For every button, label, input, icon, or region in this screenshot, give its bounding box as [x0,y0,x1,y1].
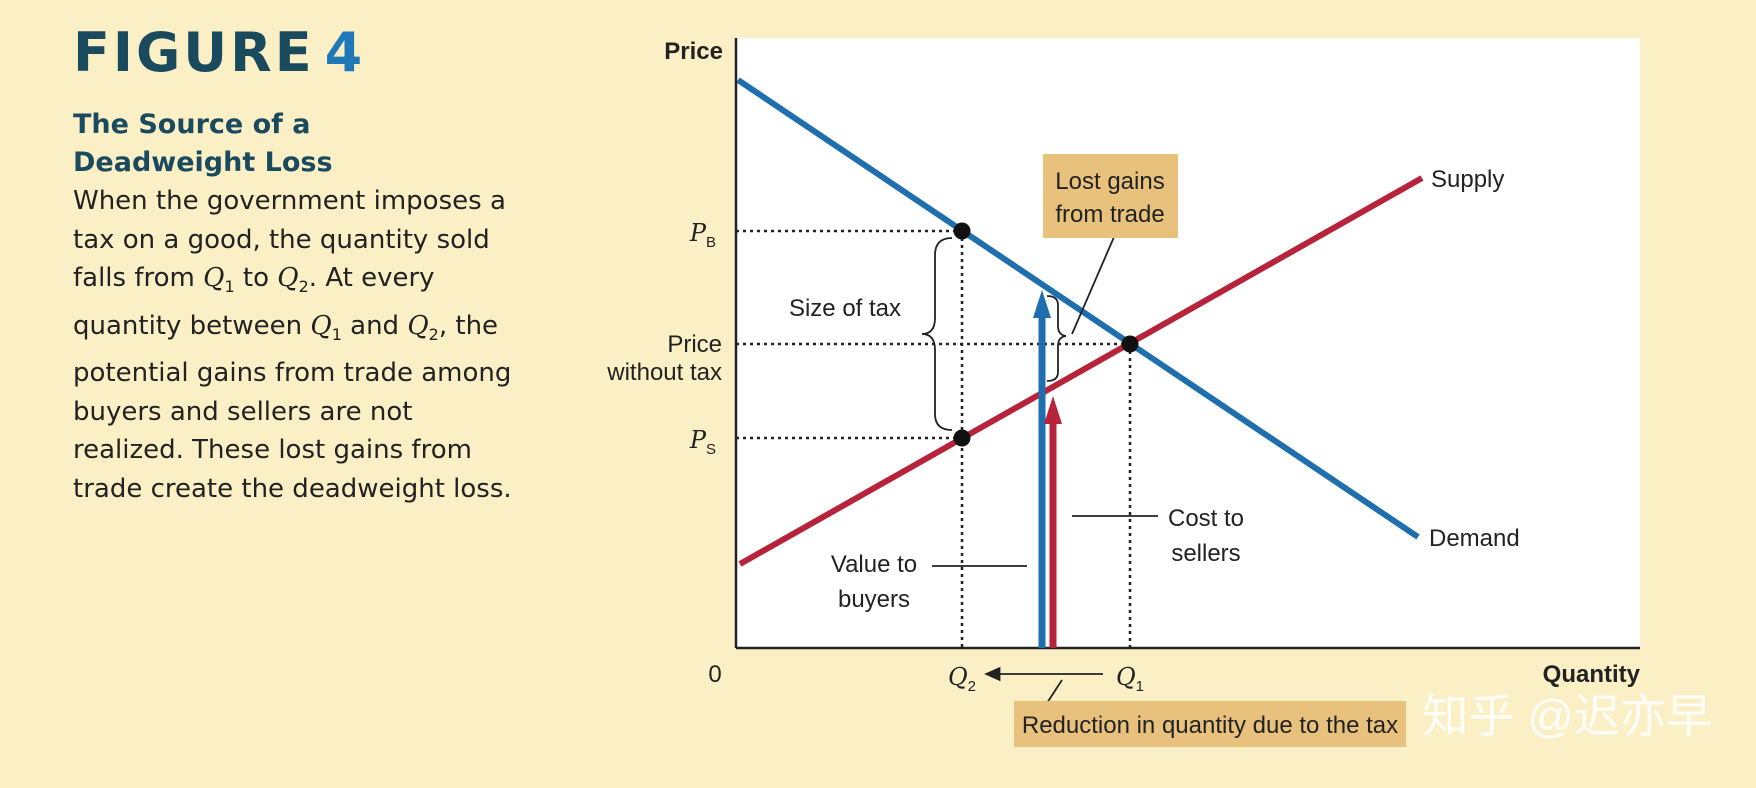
pb-label-sub: B [706,234,716,251]
watermark: 知乎 @迟亦早 [1423,690,1712,742]
x-axis-title: Quantity [1543,661,1641,688]
figure-number: 4 [324,21,366,84]
value-to-buyers-line1: Value to [831,551,917,578]
caption-subscript-run: 2 [298,277,309,297]
cost-to-sellers-arrowhead [1044,396,1062,424]
caption-subscript-run: 2 [428,324,439,344]
caption-italic-run: Q [310,310,332,341]
ps-label-sub: S [706,441,716,458]
demand-curve [736,77,1420,540]
caption-text-run: , the potential gains from trade among b… [73,310,512,504]
caption-text-run: When the government imposes a tax on a g… [73,186,506,293]
lost-gains-line2: from trade [1055,201,1164,228]
caption-text-run: and [341,310,408,341]
plot-area [736,38,1640,648]
q1-label: Q1 [1116,663,1144,695]
value-to-buyers-arrowhead [1033,290,1051,318]
supply-curve [738,175,1424,567]
size-of-tax-brace [921,237,953,431]
caption-subscript-run: 1 [331,324,342,344]
demand-label: Demand [1429,525,1520,552]
pb-label: PB [689,219,716,251]
y-axis-title: Price [664,38,723,65]
lost-gains-line1: Lost gains [1055,168,1164,195]
seller-price-point [953,429,971,447]
figure-label: FIGURE [73,21,315,84]
reduction-leader [1046,679,1063,704]
caption-italic-run: Q [407,310,429,341]
figure-title: FIGURE 4 [73,26,513,80]
size-of-tax-label: Size of tax [789,295,901,322]
value-to-buyers-line2: buyers [838,586,910,613]
p0-label-line1: Price [667,331,722,358]
ps-label: PS [689,426,716,458]
equilibrium-point [1121,335,1139,353]
caption-panel: FIGURE 4 The Source of a Deadweight Loss … [73,26,513,508]
caption-body: When the government imposes a tax on a g… [73,182,513,508]
q2-label-main: Q [948,663,968,691]
lost-gains-brace [1046,295,1067,382]
reduction-box [1014,701,1406,747]
buyer-price-point [953,222,971,240]
origin-label: 0 [708,661,721,688]
q1-label-main: Q [1116,663,1136,691]
caption-italic-run: Q [203,263,225,293]
q2-label: Q2 [948,663,976,695]
caption-text-run: to [234,263,278,293]
lost-gains-leader [1071,236,1115,335]
q1-label-sub: 1 [1136,678,1144,695]
caption-heading: The Source of a Deadweight Loss [73,109,333,178]
cost-to-sellers-line2: sellers [1171,540,1240,567]
caption-italic-run: Q [277,263,299,293]
p0-label-line2: without tax [606,359,722,386]
supply-label: Supply [1431,166,1504,193]
caption-subscript-run: 1 [224,277,235,297]
pb-label-main: P [689,219,707,247]
lost-gains-box [1043,154,1178,238]
reduction-label: Reduction in quantity due to the tax [1022,712,1398,739]
ps-label-main: P [689,426,707,454]
q2-label-sub: 2 [968,678,976,695]
caption-text-run: . At every quantity between [73,263,435,341]
cost-to-sellers-line1: Cost to [1168,505,1244,532]
